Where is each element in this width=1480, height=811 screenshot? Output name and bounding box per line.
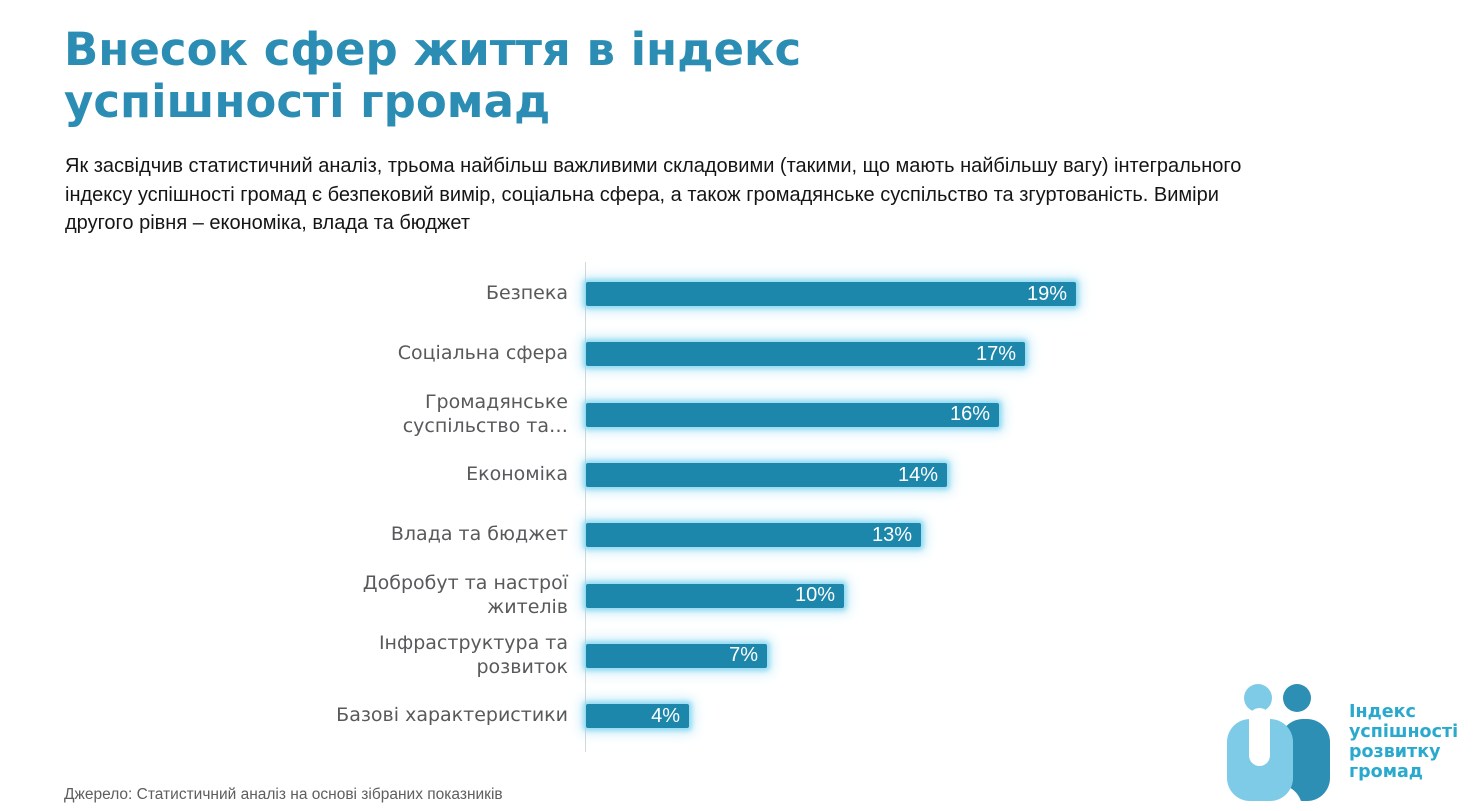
bar-category-label: Влада та бюджет bbox=[390, 523, 568, 546]
source-note: Джерело: Статистичний аналіз на основі з… bbox=[64, 786, 503, 803]
bar: 10% bbox=[586, 583, 844, 608]
bar-category-label: Економіка bbox=[466, 463, 568, 486]
bar-track: 17% bbox=[586, 342, 1025, 367]
bar-value-label: 10% bbox=[794, 584, 835, 607]
bar-value-label: 4% bbox=[651, 704, 680, 727]
bar-track: 4% bbox=[586, 704, 689, 729]
bar-category-label: Добробут та настрої жителів bbox=[362, 571, 568, 618]
bar-track: 10% bbox=[586, 583, 844, 608]
bar: 7% bbox=[586, 643, 767, 668]
bar-row: Влада та бюджет 13% bbox=[318, 505, 1076, 565]
bar-value-label: 7% bbox=[729, 644, 758, 667]
brand-logo-text: Індекс успішності розвитку громад bbox=[1349, 701, 1459, 783]
bar-category-label: Базові характеристики bbox=[336, 704, 568, 727]
bar-row: Соціальна сфера 17% bbox=[318, 324, 1076, 384]
bar-category-label: Соціальна сфера bbox=[397, 342, 568, 365]
bar-chart: Безпека 19% Соціальна сфера 17% Громадян… bbox=[318, 264, 1076, 746]
bar-row: Добробут та настрої жителів 10% bbox=[318, 565, 1076, 625]
page-title: Внесок сфер життя в індекс успішності гр… bbox=[64, 23, 802, 128]
bar: 4% bbox=[586, 704, 689, 729]
bar-track: 16% bbox=[586, 402, 999, 427]
bar-value-label: 13% bbox=[871, 523, 912, 546]
bar: 13% bbox=[586, 523, 921, 548]
subtitle-text: Як засвідчив статистичний аналіз, трьома… bbox=[65, 155, 1242, 235]
bar-row: Громадянське суспільство та… 16% bbox=[318, 385, 1076, 445]
bar: 16% bbox=[586, 402, 999, 427]
bar-row: Економіка 14% bbox=[318, 445, 1076, 505]
bar-track: 14% bbox=[586, 463, 947, 488]
bar-value-label: 16% bbox=[949, 403, 990, 426]
bar-value-label: 14% bbox=[897, 463, 938, 486]
bar-value-label: 17% bbox=[975, 342, 1016, 365]
bar-category-label: Інфраструктура та розвиток bbox=[378, 631, 568, 678]
people-logo-icon bbox=[1227, 684, 1330, 802]
bar: 14% bbox=[586, 463, 947, 488]
chart-axis-line bbox=[585, 262, 586, 752]
bar-track: 7% bbox=[586, 643, 767, 668]
bar-category-label: Безпека bbox=[485, 282, 568, 305]
bar: 19% bbox=[586, 282, 1076, 307]
bar-row: Інфраструктура та розвиток 7% bbox=[318, 626, 1076, 686]
bar: 17% bbox=[586, 342, 1025, 367]
bar-track: 19% bbox=[586, 282, 1076, 307]
bar-row: Базові характеристики 4% bbox=[318, 686, 1076, 746]
bar-category-label: Громадянське суспільство та… bbox=[402, 390, 568, 437]
bar-value-label: 19% bbox=[1026, 282, 1067, 305]
bar-track: 13% bbox=[586, 523, 921, 548]
brand-logo: Індекс успішності розвитку громад bbox=[1222, 682, 1458, 802]
bar-row: Безпека 19% bbox=[318, 264, 1076, 324]
bar-rows: Безпека 19% Соціальна сфера 17% Громадян… bbox=[318, 264, 1076, 746]
